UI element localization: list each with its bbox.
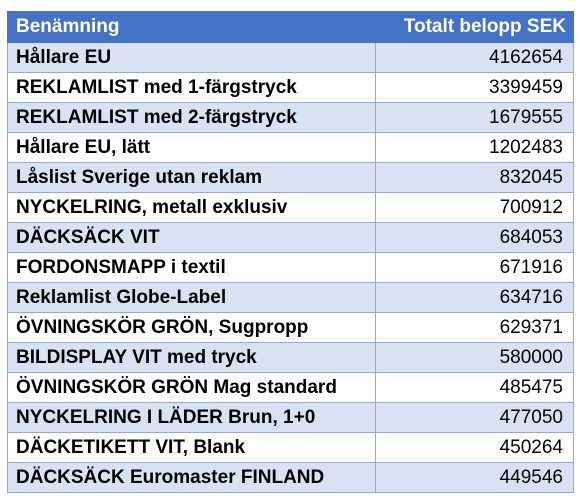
- table-row: Låslist Sverige utan reklam 832045: [7, 162, 574, 193]
- table-row: REKLAMLIST med 1-färgstryck 3399459: [7, 72, 574, 103]
- amount-value: 1202483: [375, 132, 574, 163]
- product-name: ÖVNINGSKÖR GRÖN Mag standard: [7, 372, 376, 403]
- table-row: Hållare EU, lätt 1202483: [7, 132, 574, 163]
- column-header-amount: Totalt belopp SEK: [375, 11, 574, 43]
- table-row: BILDISPLAY VIT med tryck 580000: [7, 342, 574, 373]
- amount-value: 450264: [375, 432, 574, 463]
- table-row: DÄCKETIKETT VIT, Blank 450264: [7, 432, 574, 463]
- table-row: DÄCKSÄCK Euromaster FINLAND 449546: [7, 462, 574, 493]
- product-name: NYCKELRING I LÄDER Brun, 1+0: [7, 402, 376, 433]
- table-row: Reklamlist Globe-Label 634716: [7, 282, 574, 313]
- product-name: DÄCKETIKETT VIT, Blank: [7, 432, 376, 463]
- product-name: FORDONSMAPP i textil: [7, 252, 376, 283]
- product-name: NYCKELRING, metall exklusiv: [7, 192, 376, 223]
- table-row: FORDONSMAPP i textil 671916: [7, 252, 574, 283]
- table-row: NYCKELRING I LÄDER Brun, 1+0 477050: [7, 402, 574, 433]
- amount-value: 634716: [375, 282, 574, 313]
- product-name: ÖVNINGSKÖR GRÖN, Sugpropp: [7, 312, 376, 343]
- product-name: Hållare EU, lätt: [7, 132, 376, 163]
- table-row: DÄCKSÄCK VIT 684053: [7, 222, 574, 253]
- table-row: NYCKELRING, metall exklusiv 700912: [7, 192, 574, 223]
- product-name: DÄCKSÄCK VIT: [7, 222, 376, 253]
- product-name: DÄCKSÄCK Euromaster FINLAND: [7, 462, 376, 493]
- amount-value: 629371: [375, 312, 574, 343]
- product-name: Hållare EU: [7, 42, 376, 73]
- amount-value: 449546: [375, 462, 574, 493]
- product-name: REKLAMLIST med 1-färgstryck: [7, 72, 376, 103]
- amount-value: 4162654: [375, 42, 574, 73]
- amount-value: 684053: [375, 222, 574, 253]
- amount-value: 477050: [375, 402, 574, 433]
- table-row: ÖVNINGSKÖR GRÖN Mag standard 485475: [7, 372, 574, 403]
- amount-value: 580000: [375, 342, 574, 373]
- product-name: Reklamlist Globe-Label: [7, 282, 376, 313]
- amount-value: 3399459: [375, 72, 574, 103]
- product-name: REKLAMLIST med 2-färgstryck: [7, 102, 376, 133]
- amount-value: 485475: [375, 372, 574, 403]
- amount-value: 1679555: [375, 102, 574, 133]
- table-row: REKLAMLIST med 2-färgstryck 1679555: [7, 102, 574, 133]
- amount-value: 832045: [375, 162, 574, 193]
- product-name: Låslist Sverige utan reklam: [7, 162, 376, 193]
- amount-value: 671916: [375, 252, 574, 283]
- table-row: Hållare EU 4162654: [7, 42, 574, 73]
- table-row: ÖVNINGSKÖR GRÖN, Sugpropp 629371: [7, 312, 574, 343]
- table-header-row: Benämning Totalt belopp SEK: [7, 11, 574, 43]
- amount-value: 700912: [375, 192, 574, 223]
- sales-table: Benämning Totalt belopp SEK Hållare EU 4…: [7, 11, 574, 493]
- product-name: BILDISPLAY VIT med tryck: [7, 342, 376, 373]
- column-header-name: Benämning: [7, 11, 376, 43]
